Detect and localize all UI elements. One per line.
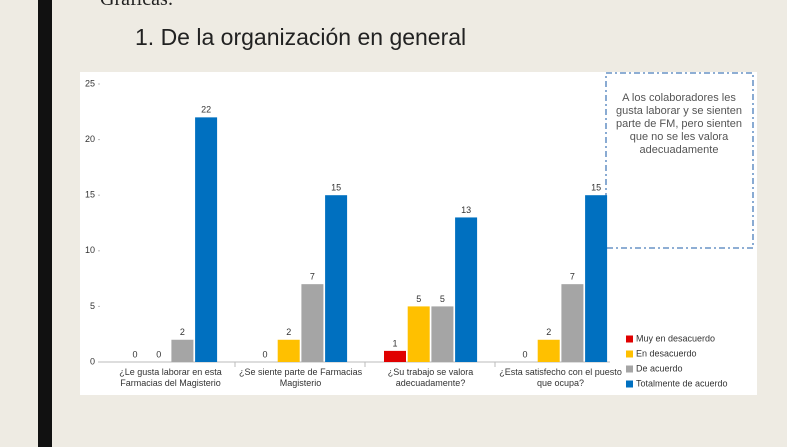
bar bbox=[325, 195, 348, 362]
bar bbox=[585, 195, 608, 362]
bar bbox=[171, 339, 194, 362]
data-label: 7 bbox=[570, 272, 575, 282]
data-label: 5 bbox=[440, 294, 445, 304]
bar bbox=[455, 217, 478, 362]
x-tick-label: ¿Su trabajo se valora adecuadamente? bbox=[387, 367, 474, 388]
side-bar bbox=[38, 0, 52, 447]
data-label: 7 bbox=[310, 272, 315, 282]
data-label: 2 bbox=[180, 327, 185, 337]
x-tick-label: ¿Esta satisfecho con el puesto que ocupa… bbox=[499, 367, 622, 388]
legend-label: En desacuerdo bbox=[636, 348, 697, 358]
data-label: 0 bbox=[132, 349, 137, 359]
y-tick-label: 10 bbox=[85, 245, 95, 255]
legend-label: Muy en desacuerdo bbox=[636, 333, 715, 343]
y-tick-label: 20 bbox=[85, 134, 95, 144]
data-label: 2 bbox=[286, 327, 291, 337]
y-tick-label: 0 bbox=[90, 356, 95, 366]
bar bbox=[195, 117, 218, 362]
bar bbox=[384, 350, 406, 362]
data-label: 0 bbox=[262, 349, 267, 359]
data-label: 0 bbox=[522, 349, 527, 359]
y-tick-label: 15 bbox=[85, 190, 95, 200]
data-label: 1 bbox=[392, 338, 397, 348]
legend-label: Totalmente de acuerdo bbox=[636, 378, 728, 388]
bar bbox=[537, 339, 560, 362]
legend-swatch bbox=[626, 350, 633, 358]
bar bbox=[301, 284, 324, 362]
x-tick-label: ¿Le gusta laborar en esta Farmacias del … bbox=[119, 367, 222, 388]
x-tick-label: ¿Se siente parte de Farmacias Magisterio bbox=[239, 367, 363, 388]
data-label: 0 bbox=[156, 349, 161, 359]
legend-swatch bbox=[626, 335, 633, 343]
bar bbox=[431, 306, 454, 362]
data-label: 2 bbox=[546, 327, 551, 337]
data-label: 5 bbox=[416, 294, 421, 304]
data-label: 15 bbox=[331, 183, 341, 193]
y-tick-label: 5 bbox=[90, 301, 95, 311]
slide-title: 1. De la organización en general bbox=[135, 24, 467, 50]
data-label: 22 bbox=[201, 105, 211, 115]
heading: Gráficas: bbox=[100, 0, 173, 11]
legend-swatch bbox=[626, 380, 633, 388]
legend-swatch bbox=[626, 365, 633, 373]
annotation-box bbox=[605, 72, 754, 249]
bar bbox=[407, 306, 430, 362]
annotation: A los colaboradores les gusta laborar y … bbox=[616, 92, 742, 156]
legend-label: De acuerdo bbox=[636, 363, 683, 373]
data-label: 15 bbox=[591, 183, 601, 193]
bar bbox=[561, 284, 584, 362]
bar bbox=[277, 339, 300, 362]
data-label: 13 bbox=[461, 205, 471, 215]
y-tick-label: 25 bbox=[85, 78, 95, 88]
